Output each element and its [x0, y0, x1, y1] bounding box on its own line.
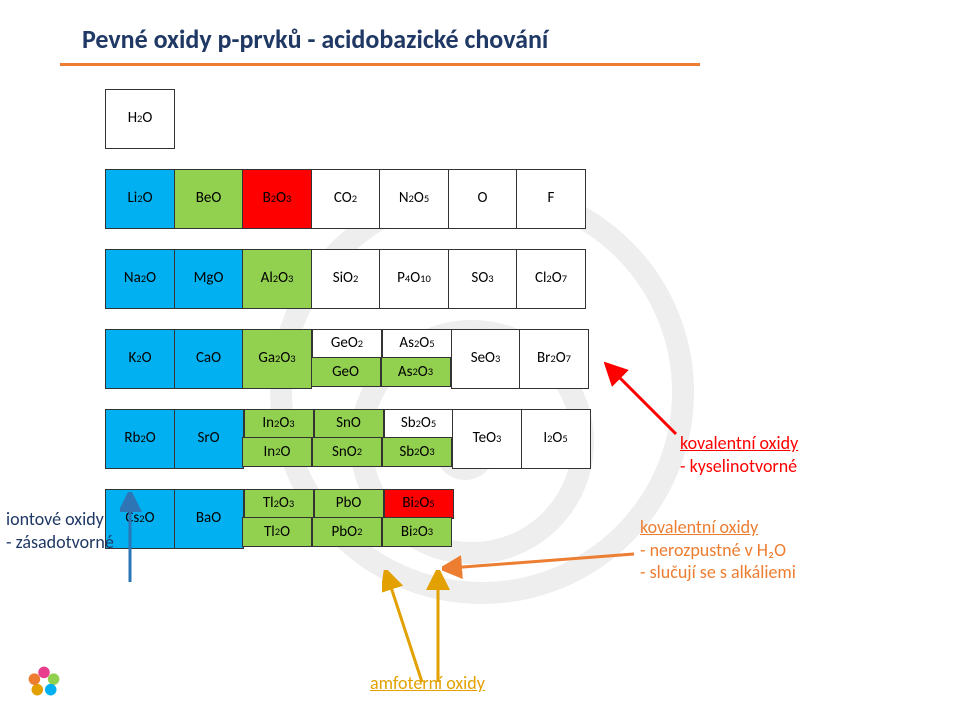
title-text: Pevné oxidy p-prvků - acidobazické chová…	[82, 23, 548, 55]
oxide-cell: Tl2O3	[244, 489, 314, 519]
oxide-cell: MgO	[174, 249, 244, 309]
oxide-cell: In2O3	[244, 409, 314, 439]
oxide-cell: As2O3	[381, 357, 451, 387]
oxide-cell: Sb2O5	[384, 409, 454, 439]
oxide-cell: F	[516, 169, 586, 229]
oxide-cell: Na2O	[105, 249, 175, 309]
logo-icon	[20, 658, 68, 706]
koval1-label: kovalentní oxidy - kyselinotvorné	[680, 432, 798, 477]
oxide-cell: SiO2	[311, 249, 381, 309]
oxide-cell: Cl2O7	[516, 249, 586, 309]
oxide-cell: P4O10	[379, 249, 449, 309]
koval1-line1: kovalentní oxidy	[680, 432, 798, 454]
oxide-cell: Li2O	[105, 169, 175, 229]
oxide-cell: GeO2	[312, 329, 382, 359]
oxide-cell: SeO3	[451, 329, 521, 389]
koval1-arrow	[604, 362, 682, 442]
oxide-cell: BeO	[174, 169, 244, 229]
oxide-cell: K2O	[105, 329, 175, 389]
oxide-cell: O	[448, 169, 518, 229]
oxide-cell: CO2	[311, 169, 381, 229]
koval1-line2: - kyselinotvorné	[680, 455, 797, 477]
periodic-grid: H2OLi2OBeOB2O3CO2N2O5OFNa2OMgOAl2O3SiO2P…	[105, 90, 591, 550]
koval2-line3: - slučují se s alkáliemi	[640, 561, 796, 583]
oxide-cell: PbO	[314, 489, 384, 519]
koval2-arrow	[442, 546, 640, 606]
koval2-line1: kovalentní oxidy	[640, 516, 758, 538]
oxide-cell: Rb2O	[105, 409, 175, 469]
oxide-cell: Bi2O3	[382, 517, 452, 547]
oxide-cell: Tl2O	[242, 517, 312, 547]
oxide-cell: As2O5	[382, 329, 452, 359]
oxide-cell: PbO2	[312, 517, 382, 547]
oxide-cell: In2O	[242, 437, 312, 467]
ionic-label-line2: - zásadotvorné	[6, 531, 114, 553]
ionic-label-line1: iontové oxidy	[6, 508, 104, 530]
oxide-cell: Br2O7	[519, 329, 589, 389]
oxide-cell: SnO	[314, 409, 384, 439]
oxide-cell: Bi2O5	[384, 489, 454, 519]
oxide-cell: SnO2	[312, 437, 382, 467]
oxide-cell: CaO	[174, 329, 244, 389]
page-title: Pevné oxidy p-prvků - acidobazické chová…	[60, 14, 700, 66]
oxide-cell: B2O3	[242, 169, 312, 229]
ionic-label: iontové oxidy - zásadotvorné	[6, 508, 114, 553]
amf-arrow1	[382, 570, 428, 688]
koval2-line2: - nerozpustné v H₂O	[640, 539, 786, 561]
oxide-cell: Al2O3	[242, 249, 312, 309]
oxide-cell: SrO	[174, 409, 244, 469]
oxide-cell: SO3	[448, 249, 518, 309]
oxide-cell: TeO3	[452, 409, 522, 469]
koval2-label: kovalentní oxidy - nerozpustné v H₂O - s…	[640, 516, 796, 584]
oxide-cell: GeO	[311, 357, 381, 387]
oxide-cell: H2O	[105, 89, 175, 149]
oxide-cell: Sb2O3	[382, 437, 452, 467]
ionic-arrow	[120, 492, 150, 592]
oxide-cell: BaO	[174, 489, 244, 549]
oxide-cell: N2O5	[379, 169, 449, 229]
oxide-cell: I2O5	[521, 409, 591, 469]
oxide-cell: Ga2O3	[242, 329, 312, 389]
